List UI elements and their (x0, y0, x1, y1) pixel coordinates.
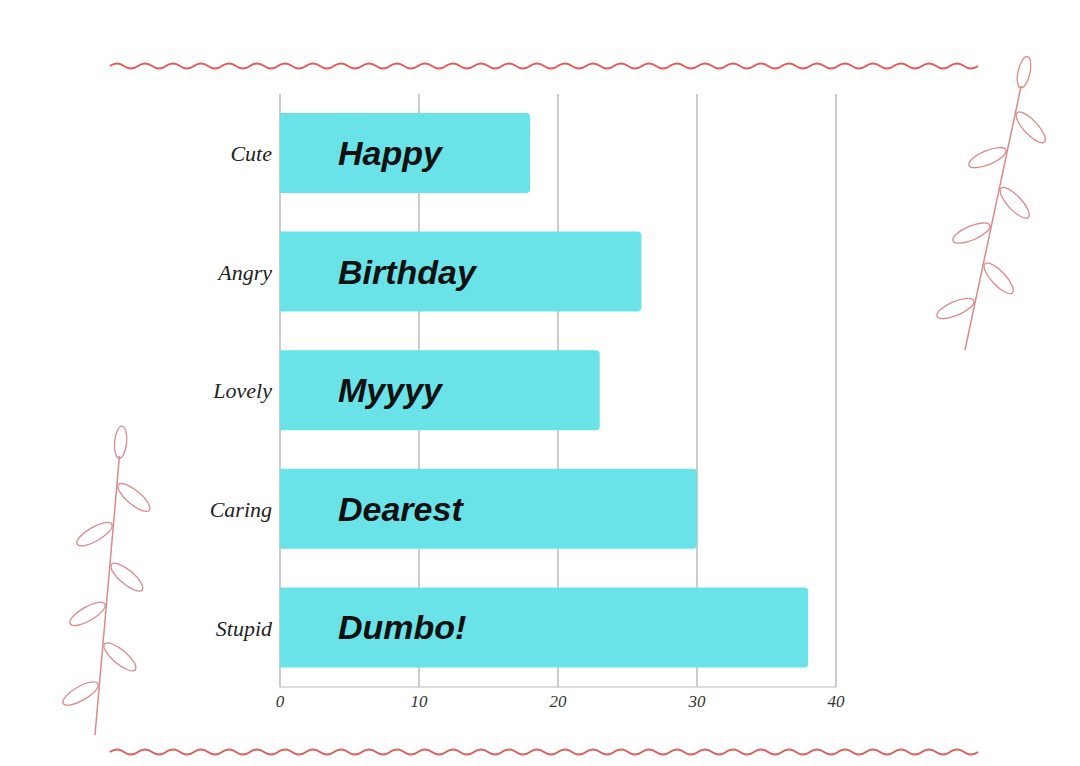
svg-text:30: 30 (688, 692, 707, 711)
svg-text:Caring: Caring (210, 497, 272, 522)
svg-text:Happy: Happy (338, 134, 444, 172)
svg-text:Lovely: Lovely (212, 378, 272, 403)
svg-text:Dumbo!: Dumbo! (338, 608, 466, 646)
svg-text:40: 40 (828, 692, 846, 711)
svg-text:0: 0 (276, 692, 285, 711)
svg-text:Dearest: Dearest (338, 490, 464, 528)
svg-text:Cute: Cute (230, 141, 272, 166)
svg-text:Stupid: Stupid (216, 616, 273, 641)
svg-text:Birthday: Birthday (338, 253, 478, 291)
svg-text:Angry: Angry (216, 260, 272, 285)
svg-text:Myyyy: Myyyy (338, 371, 444, 409)
svg-text:20: 20 (550, 692, 568, 711)
svg-text:10: 10 (411, 692, 429, 711)
